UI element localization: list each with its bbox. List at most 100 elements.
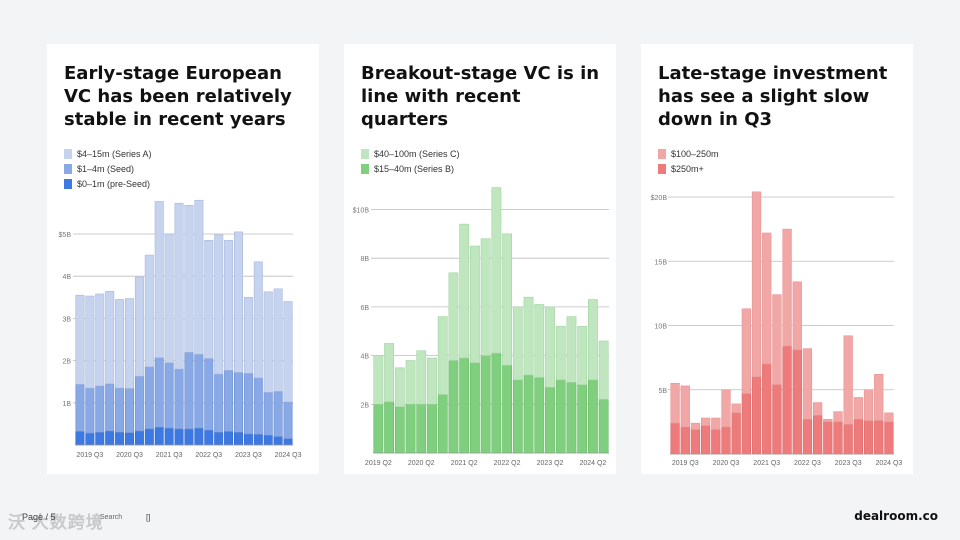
bar-segment xyxy=(802,419,813,455)
bar-segment xyxy=(373,403,384,454)
y-tick-label: 2B xyxy=(360,402,369,409)
bar-segment xyxy=(115,432,125,446)
bar-segment xyxy=(884,412,894,423)
bar-segment xyxy=(711,429,721,455)
legend-swatch xyxy=(64,163,72,174)
bar-segment xyxy=(184,428,194,446)
watermark: 沃 大数跨境 xyxy=(8,513,104,532)
legend-label: $100–250m xyxy=(671,148,719,159)
search-field[interactable]: Search xyxy=(100,514,123,521)
x-tick-label: 2021 Q3 xyxy=(156,452,183,459)
bar-segment xyxy=(502,365,513,454)
legend-item: $4–15m (Series A) xyxy=(64,146,152,161)
bar-segment xyxy=(545,306,555,388)
x-tick-label: 2022 Q3 xyxy=(195,452,222,459)
bar-segment xyxy=(154,357,164,428)
bar-segment xyxy=(772,384,782,455)
bar-segment xyxy=(416,403,427,454)
bar-segment xyxy=(164,233,174,364)
bar-segment xyxy=(384,343,395,403)
legend-swatch xyxy=(64,148,72,159)
y-tick-label: 4B xyxy=(62,274,71,281)
page-indicator[interactable]: Page / 5 xyxy=(22,512,56,522)
bar-segment xyxy=(470,362,480,454)
legend-item: $100–250m xyxy=(658,146,719,161)
legend-item: $15–40m (Series B) xyxy=(361,161,460,176)
bar-segment xyxy=(680,426,690,455)
legend-swatch xyxy=(361,163,369,174)
bar-segment xyxy=(700,425,711,455)
bar-segment xyxy=(234,432,244,446)
bar-segment xyxy=(843,335,853,425)
bar-segment xyxy=(194,427,204,446)
legend-label: $0–1m (pre-Seed) xyxy=(77,178,151,189)
bar-segment xyxy=(690,422,701,430)
bar-segment xyxy=(273,391,283,437)
x-tick-label: 2019 Q2 xyxy=(365,460,392,467)
bar-segment xyxy=(405,403,416,454)
y-tick-label: 6B xyxy=(360,305,369,312)
bar-segment xyxy=(243,372,253,435)
bar-segment xyxy=(115,299,125,389)
bar-segment xyxy=(762,363,772,455)
bar-segment xyxy=(762,232,772,365)
bar-segment xyxy=(154,426,164,446)
bar-segment xyxy=(731,412,741,455)
bar-segment xyxy=(427,357,437,405)
bar-segment xyxy=(144,254,154,368)
bar-segment xyxy=(802,348,813,420)
bar-segment xyxy=(243,433,253,446)
bar-segment xyxy=(555,326,566,381)
bar-segment xyxy=(813,402,823,416)
bar-segment xyxy=(105,430,115,446)
bar-segment xyxy=(174,202,184,370)
bar-segment xyxy=(823,421,833,455)
y-tick-label: 3B xyxy=(62,316,71,323)
bar-segment xyxy=(491,187,502,354)
bar-segment xyxy=(863,389,874,421)
bar-segment xyxy=(214,373,224,433)
bar-segment xyxy=(134,375,144,432)
bar-segment xyxy=(184,205,194,353)
legend-label: $40–100m (Series C) xyxy=(374,148,460,159)
legend-swatch xyxy=(64,178,72,189)
bar-segment xyxy=(95,293,105,387)
bar-segment xyxy=(75,431,85,446)
bar-segment xyxy=(283,301,293,403)
bar-segment xyxy=(480,355,491,454)
y-tick-label: 4B xyxy=(360,354,369,361)
bar-segment xyxy=(405,360,416,405)
bar-segment xyxy=(741,393,751,455)
chart-title: Breakout-stage VC is in line with recent… xyxy=(361,63,600,130)
bar-segment xyxy=(670,383,680,424)
bar-segment xyxy=(721,426,731,455)
bar-segment xyxy=(144,428,154,446)
bar-segment xyxy=(416,350,427,405)
bar-segment xyxy=(164,427,174,446)
bar-segment xyxy=(437,316,448,395)
bar-segment xyxy=(427,403,437,454)
x-tick-label: 2024 Q3 xyxy=(875,460,902,467)
chart-legend: $100–250m $250m+ xyxy=(658,146,719,176)
bar-segment xyxy=(105,383,115,432)
bar-segment xyxy=(75,383,85,432)
x-tick-label: 2020 Q3 xyxy=(713,460,740,467)
x-tick-label: 2022 Q3 xyxy=(794,460,821,467)
bar-segment xyxy=(577,384,588,454)
bar-segment xyxy=(125,388,135,434)
brand-logo: dealroom.co xyxy=(854,509,938,523)
bar-segment xyxy=(534,377,545,454)
bar-segment xyxy=(85,295,95,389)
bar-segment xyxy=(263,434,273,446)
bar-segment xyxy=(751,191,762,378)
bar-segment xyxy=(204,358,214,431)
bar-segment xyxy=(85,432,95,446)
bar-segment xyxy=(224,240,234,371)
bar-segment xyxy=(792,281,802,351)
bar-segment xyxy=(588,299,598,381)
bar-segment xyxy=(491,352,502,454)
fullscreen-button[interactable]: [] xyxy=(146,513,151,522)
y-tick-label: 8B xyxy=(360,256,369,263)
bar-segment xyxy=(95,432,105,446)
x-tick-label: 2022 Q2 xyxy=(494,460,521,467)
